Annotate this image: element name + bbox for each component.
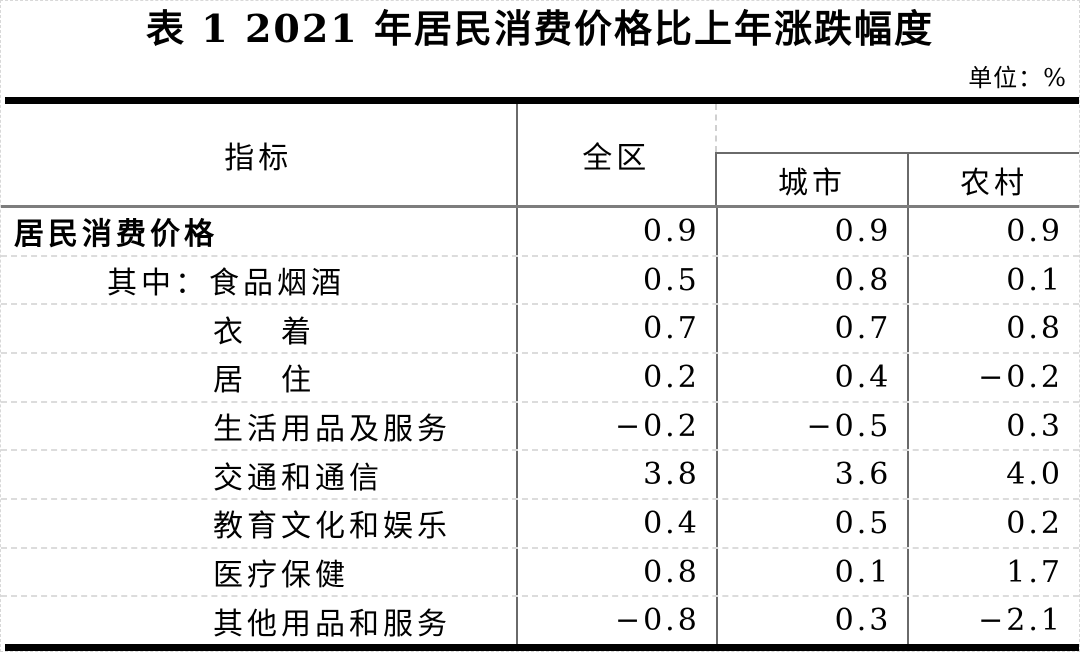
cell-city: 0.8 (715, 256, 908, 304)
top-rule (5, 97, 1079, 104)
header-total: 全区 (515, 104, 715, 205)
cell-total: 0.2 (516, 354, 716, 401)
row-label: 其他用品和服务 (213, 606, 451, 642)
cell-total: −0.8 (516, 597, 716, 645)
cell-city: 0.1 (715, 548, 908, 596)
row-label: 其中：食品烟酒 (107, 266, 345, 301)
cell-city: 3.6 (715, 451, 908, 499)
cell-city: 0.9 (715, 208, 908, 255)
table-row: 教育文化和娱乐 0.4 0.5 0.2 (1, 498, 1079, 547)
table-header: 指标 全区 城市 农村 (1, 104, 1079, 205)
table-row: 医疗保健 0.8 0.1 1.7 (1, 546, 1079, 596)
unit-label: 单位：% (968, 64, 1067, 92)
row-label: 居 住 (213, 363, 315, 399)
header-spacer-cell (715, 104, 1079, 152)
cell-city: 0.5 (715, 500, 908, 547)
row-label: 居民消费价格 (14, 217, 218, 253)
table-row: 生活用品及服务 −0.2 −0.5 0.3 (1, 400, 1079, 450)
cell-total: 0.9 (516, 208, 716, 255)
row-label: 衣 着 (213, 314, 315, 350)
table-row: 居 住 0.2 0.4 −0.2 (1, 352, 1079, 401)
row-label: 生活用品及服务 (213, 412, 451, 448)
cell-total: 0.7 (516, 305, 716, 353)
row-label: 教育文化和娱乐 (213, 509, 451, 545)
table-row: 其中：食品烟酒 0.5 0.8 0.1 (1, 254, 1079, 304)
header-divider-rule (1, 205, 1079, 208)
header-city: 城市 (715, 154, 907, 205)
row-label: 医疗保健 (213, 558, 349, 594)
cell-city: 0.3 (715, 597, 908, 645)
cell-city: 0.4 (715, 354, 908, 401)
table-row: 衣 着 0.7 0.7 0.8 (1, 303, 1079, 353)
cell-rural: 0.1 (907, 256, 1079, 304)
cell-rural: 4.0 (907, 451, 1079, 499)
header-subrow: 城市 农村 (715, 152, 1079, 205)
header-rural: 农村 (907, 154, 1079, 205)
cell-rural: 0.2 (907, 500, 1079, 547)
header-subgroup: 城市 农村 (715, 104, 1079, 205)
table-row: 其他用品和服务 −0.8 0.3 −2.1 (1, 595, 1079, 645)
cell-city: 0.7 (715, 305, 908, 353)
cell-rural: 0.8 (907, 305, 1079, 353)
table-row: 居民消费价格 0.9 0.9 0.9 (1, 208, 1079, 255)
cell-total: 0.5 (516, 256, 716, 304)
table-row: 交通和通信 3.8 3.6 4.0 (1, 449, 1079, 499)
cell-city: −0.5 (715, 402, 908, 450)
table-body: 居民消费价格 0.9 0.9 0.9 其中：食品烟酒 0.5 0.8 0.1 衣… (1, 208, 1079, 645)
cell-rural: 0.9 (907, 208, 1079, 255)
cell-rural: 0.3 (907, 402, 1079, 450)
cell-total: 0.4 (516, 500, 716, 547)
cell-total: −0.2 (516, 402, 716, 450)
row-label: 交通和通信 (213, 460, 383, 496)
bottom-rule (5, 644, 1079, 651)
cell-rural: −0.2 (907, 354, 1079, 401)
cell-rural: 1.7 (907, 548, 1079, 596)
table-title: 表 1 2021 年居民消费价格比上年涨跌幅度 (146, 6, 934, 51)
cell-rural: −2.1 (907, 597, 1079, 645)
cell-total: 0.8 (516, 548, 716, 596)
header-indicator: 指标 (224, 140, 293, 176)
cell-total: 3.8 (516, 451, 716, 499)
